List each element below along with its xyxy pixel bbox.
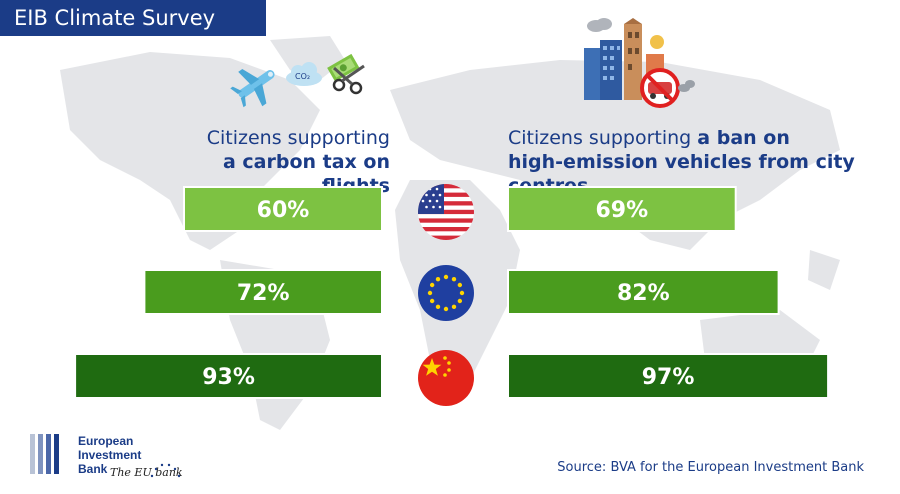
bar-flights-1	[143, 269, 383, 315]
bar-vehicles-2	[507, 353, 830, 399]
page-title: EIB Climate Survey	[14, 6, 216, 30]
co2-cloud-icon: CO₂	[286, 62, 322, 86]
right-headline-line1-bold: a ban on	[697, 127, 790, 149]
bar-vehicles-0	[507, 186, 737, 232]
bar-label-vehicles-2: 97%	[642, 365, 695, 390]
china-flag-icon	[418, 350, 474, 406]
bar-flights-0	[183, 186, 383, 232]
bar-vehicles-1	[507, 269, 780, 315]
bar-label-vehicles-0: 69%	[596, 198, 649, 223]
eib-name-line2: Investment	[78, 448, 142, 462]
left-chart-headline: Citizens supporting a carbon tax on flig…	[150, 126, 390, 198]
eu-stars-arc-icon	[150, 463, 181, 478]
eib-name-line3: Bank	[78, 462, 108, 476]
title-tab: EIB Climate Survey	[0, 0, 266, 36]
eu-flag-icon	[418, 265, 474, 321]
eib-wordmark: European Investment Bank	[78, 434, 141, 476]
scissors-money-icon	[327, 53, 365, 95]
us-flag-icon	[418, 184, 474, 240]
bar-label-flights-2: 93%	[202, 365, 255, 390]
eib-tagline: The EU bank	[110, 466, 183, 479]
source-note: Source: BVA for the European Investment …	[557, 460, 864, 475]
plane-icon	[230, 68, 275, 108]
city-buildings-icon	[584, 18, 695, 108]
right-headline-line1-regular: Citizens supporting	[508, 127, 698, 149]
bar-label-flights-1: 72%	[237, 281, 290, 306]
svg-text:CO₂: CO₂	[295, 72, 310, 81]
eib-logo-icon	[30, 434, 59, 474]
bar-label-flights-0: 60%	[257, 198, 310, 223]
left-headline-line1: Citizens supporting	[206, 127, 390, 149]
bar-flights-2	[74, 353, 383, 399]
bar-label-vehicles-1: 82%	[617, 281, 670, 306]
eib-name-line1: European	[78, 434, 134, 448]
